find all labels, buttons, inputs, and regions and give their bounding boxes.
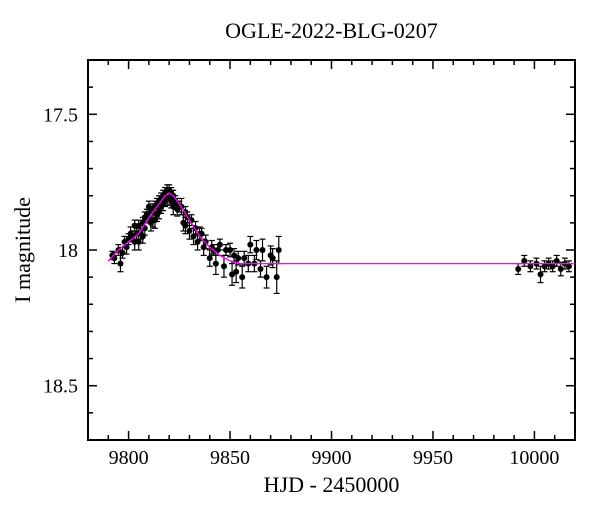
chart-svg: OGLE-2022-BLG-0207 9800 9850 9900 9950 10000 1…	[0, 0, 600, 512]
data-point	[264, 274, 270, 280]
data-point	[270, 255, 276, 261]
data-point	[136, 239, 142, 245]
y-tick-label: 17.5	[43, 104, 78, 126]
data-point	[233, 269, 239, 275]
plot-title: OGLE-2022-BLG-0207	[225, 18, 438, 43]
data-point	[217, 242, 223, 248]
data-point	[239, 274, 245, 280]
data-point	[117, 261, 123, 267]
data-point	[253, 247, 259, 253]
data-point	[260, 247, 266, 253]
x-tick-label: 9900	[312, 447, 352, 469]
data-point	[538, 271, 544, 277]
x-tick-label: 9950	[413, 447, 453, 469]
data-point	[241, 255, 247, 261]
data-point	[235, 255, 241, 261]
data-point	[119, 250, 125, 256]
data-point	[515, 266, 521, 272]
x-axis-label: HJD - 2450000	[264, 472, 400, 497]
data-point	[186, 228, 192, 234]
data-point	[227, 247, 233, 253]
y-axis-label: I magnitude	[10, 197, 35, 303]
data-point	[276, 247, 282, 253]
data-point	[247, 242, 253, 248]
x-tick-label: 10000	[509, 447, 559, 469]
data-point	[182, 223, 188, 229]
data-point	[207, 255, 213, 261]
x-tick-label: 9800	[109, 447, 149, 469]
data-point	[274, 274, 280, 280]
y-tick-label: 18	[58, 240, 78, 262]
data-point	[257, 266, 263, 272]
data-point	[221, 263, 227, 269]
lightcurve-chart: OGLE-2022-BLG-0207 9800 9850 9900 9950 10000 1…	[0, 0, 600, 512]
y-tick-label: 18.5	[43, 376, 78, 398]
data-point	[213, 261, 219, 267]
x-tick-label: 9850	[210, 447, 250, 469]
